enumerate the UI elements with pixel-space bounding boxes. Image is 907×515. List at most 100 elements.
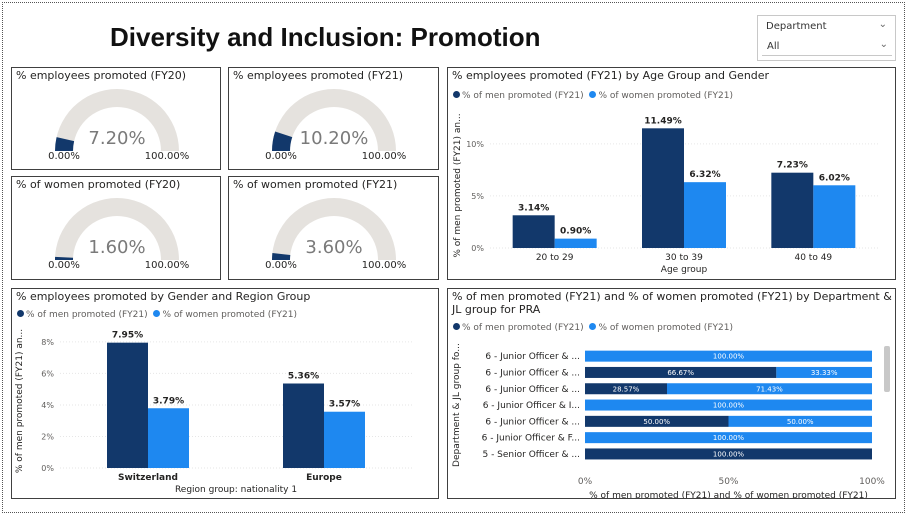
bar-segment (666, 383, 872, 395)
gauge-title: % employees promoted (FY21) (233, 69, 404, 82)
y-tick-label: 6 - Junior Officer & ... (485, 368, 580, 378)
bar-segment (776, 366, 872, 378)
gauge-card-employees-fy21[interactable]: % employees promoted (FY21) 10.20% 0.00% 10… (228, 67, 439, 170)
bar-segment (728, 415, 872, 427)
gauge-chart: 3.60% 0.00% 100.00% (265, 198, 406, 271)
data-label: 3.14% (518, 203, 549, 213)
x-axis-title: % of men promoted (FY21) and % of women … (589, 491, 868, 498)
bar (684, 182, 726, 248)
y-tick-label: 6 - Junior Officer & ... (485, 417, 580, 427)
gauge-min-label: 0.00% (265, 151, 297, 162)
legend-women-label: % of women promoted (FY21) (598, 323, 733, 333)
y-tick-label: 6 - Junior Officer & ... (485, 352, 580, 362)
x-tick-label: 20 to 29 (536, 253, 574, 263)
chart-title: % employees promoted (FY21) by Age Group… (452, 69, 770, 82)
chevron-down-icon[interactable]: ⌄ (879, 39, 888, 50)
department-slicer[interactable]: Department ⌄ All ⌄ (757, 15, 896, 61)
gauge-max-label: 100.00% (362, 151, 407, 162)
data-label: 11.49% (644, 116, 682, 126)
y-tick-label: 10% (466, 140, 484, 149)
gauge-min-label: 0.00% (265, 260, 297, 271)
age-gender-chart-card[interactable]: % employees promoted (FY21) by Age Group… (447, 67, 896, 280)
data-label: 71.43% (756, 385, 783, 393)
gauge-card-women-fy21[interactable]: % of women promoted (FY21) 3.60% 0.00% 100.… (228, 176, 439, 280)
y-tick-label: 2% (41, 432, 54, 441)
legend-men-label: % of men promoted (FY21) (462, 323, 584, 333)
x-tick-label: 30 to 39 (665, 253, 703, 263)
bar-segment (585, 448, 872, 460)
chart-title: % employees promoted by Gender and Regio… (16, 290, 311, 303)
y-tick-label: 4% (41, 401, 54, 410)
bar (554, 238, 597, 248)
data-label: 3.79% (153, 396, 184, 406)
x-axis-title: Age group (661, 265, 708, 275)
data-label: 0.90% (560, 227, 591, 237)
chart-legend: % of men promoted (FY21) % of women prom… (453, 91, 733, 101)
bar-segment (585, 383, 667, 395)
gauge-card-women-fy20[interactable]: % of women promoted (FY20) 1.60% 0.00% 100.… (11, 176, 221, 280)
bar-segment (585, 366, 777, 378)
bar (512, 215, 555, 248)
gauge-track (55, 198, 179, 260)
bar (813, 185, 856, 248)
data-label: 7.23% (777, 161, 808, 171)
gauge-title: % of women promoted (FY20) (16, 178, 181, 191)
x-tick-label: 40 to 49 (794, 253, 832, 263)
gauge-value-label: 7.20% (88, 128, 145, 149)
legend-men-label: % of men promoted (FY21) (462, 91, 584, 101)
x-tick-label: 50% (718, 477, 738, 487)
gauge-title: % employees promoted (FY20) (16, 69, 187, 82)
bar (324, 411, 365, 468)
data-label: 50.00% (787, 418, 814, 426)
x-tick-label: 100% (859, 477, 885, 487)
bar (642, 128, 684, 248)
bar (107, 342, 148, 468)
x-tick-label: Europe (306, 473, 342, 483)
legend-women-label: % of women promoted (FY21) (162, 310, 297, 320)
data-label: 66.67% (667, 369, 694, 377)
gauge-track (55, 89, 179, 151)
x-axis-title: Region group: nationality 1 (175, 485, 297, 495)
gauge-value-label: 3.60% (305, 237, 362, 258)
bar (283, 383, 324, 468)
gauge-title: % of women promoted (FY21) (233, 178, 398, 191)
slicer-value: All (767, 41, 780, 52)
gauge-card-employees-fy20[interactable]: % employees promoted (FY20) 7.20% 0.00% 100… (11, 67, 221, 170)
data-label: 7.95% (112, 331, 143, 341)
bar-segment (585, 399, 872, 411)
y-tick-label: 6 - Junior Officer & F... (482, 434, 580, 444)
page-title: Diversity and Inclusion: Promotion (110, 22, 541, 52)
x-tick-label: Switzerland (118, 473, 178, 483)
data-label: 3.57% (329, 400, 360, 410)
gauge-fill (55, 137, 75, 151)
bar-segment (585, 432, 872, 444)
y-axis-title: Department & JL group fo... (452, 343, 462, 467)
chevron-down-icon[interactable]: ⌄ (878, 19, 887, 30)
data-label: 5.36% (288, 372, 319, 382)
data-label: 100.00% (713, 402, 744, 410)
data-label: 50.00% (643, 418, 670, 426)
legend-men-marker (17, 310, 24, 317)
legend-women-label: % of women promoted (FY21) (598, 91, 733, 101)
scrollbar-thumb[interactable] (884, 346, 890, 392)
gauge-track (272, 89, 396, 151)
data-label: 100.00% (713, 353, 744, 361)
y-tick-label: 8% (41, 338, 54, 347)
data-label: 6.32% (689, 170, 720, 180)
y-tick-label: 6% (41, 369, 54, 378)
bar (771, 172, 814, 248)
data-label: 100.00% (713, 434, 744, 442)
department-chart-card[interactable]: % of men promoted (FY21) and % of women … (447, 288, 896, 499)
legend-men-marker (453, 91, 460, 98)
gauge-max-label: 100.00% (145, 151, 190, 162)
y-axis-title: % of men promoted (FY21) an... (453, 113, 463, 257)
slicer-label: Department (766, 21, 827, 32)
chart-title: % of men promoted (FY21) and % of women … (452, 290, 892, 316)
chart-legend: % of men promoted (FY21) % of women prom… (17, 310, 297, 320)
gauge-min-label: 0.00% (48, 151, 80, 162)
region-gender-chart-card[interactable]: % employees promoted by Gender and Regio… (11, 288, 439, 499)
gauge-value-label: 10.20% (300, 128, 369, 149)
gauge-chart: 1.60% 0.00% 100.00% (48, 198, 189, 271)
slicer-dropdown[interactable]: All ⌄ (762, 38, 892, 56)
